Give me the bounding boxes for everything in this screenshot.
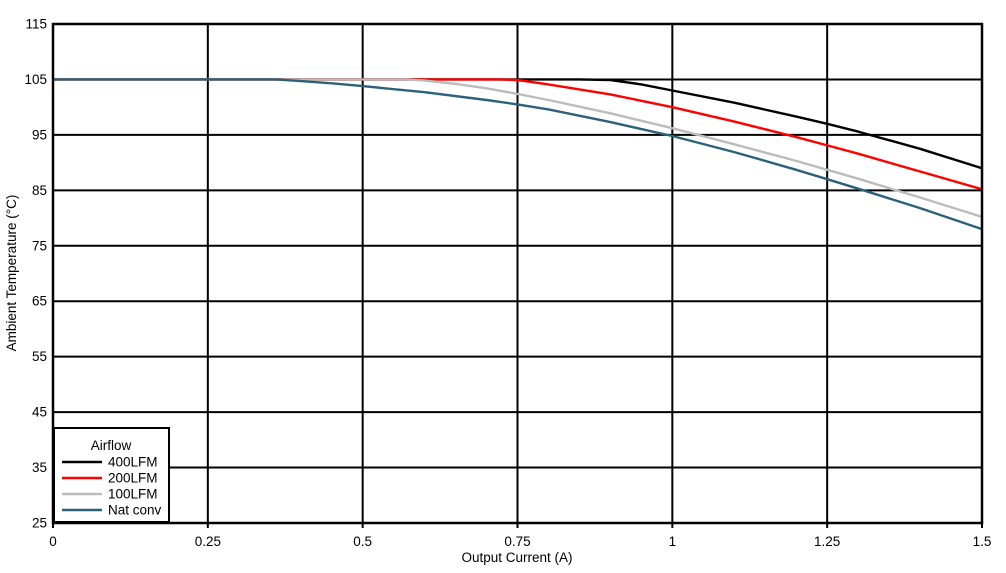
y-axis-title: Ambient Temperature (°C) bbox=[4, 195, 19, 352]
legend-title: Airflow bbox=[91, 438, 132, 453]
series-line-nat-conv bbox=[53, 78, 982, 231]
x-axis-tick-labels: 0 0.25 0.5 0.75 1 1.25 1.5 bbox=[49, 534, 991, 549]
y-tick-label: 35 bbox=[32, 460, 47, 475]
y-tick-label: 45 bbox=[32, 405, 47, 420]
y-tick-label: 25 bbox=[32, 516, 47, 531]
data-series bbox=[53, 78, 982, 231]
y-tick-label: 75 bbox=[32, 238, 47, 253]
y-tick-label: 105 bbox=[24, 72, 47, 87]
x-tick-label: 0.5 bbox=[353, 534, 372, 549]
axis-ticks bbox=[52, 523, 983, 528]
y-tick-label: 115 bbox=[25, 17, 47, 32]
legend-label: 200LFM bbox=[108, 471, 158, 486]
x-tick-label: 1.5 bbox=[973, 534, 992, 549]
x-tick-label: 1.25 bbox=[814, 534, 840, 549]
gridlines bbox=[52, 23, 983, 524]
x-tick-label: 0.75 bbox=[504, 534, 530, 549]
legend-label: 400LFM bbox=[108, 455, 158, 470]
y-axis-tick-labels: 115 105 95 85 75 65 55 45 35 25 bbox=[24, 17, 47, 531]
x-tick-label: 0.25 bbox=[195, 534, 221, 549]
x-tick-label: 1 bbox=[669, 534, 677, 549]
legend-label: 100LFM bbox=[108, 487, 158, 502]
series-line-100lfm bbox=[53, 78, 982, 219]
y-tick-label: 65 bbox=[32, 294, 47, 309]
y-tick-label: 85 bbox=[32, 183, 47, 198]
legend-box bbox=[53, 427, 170, 523]
series-line-400lfm bbox=[53, 78, 982, 170]
x-tick-label: 0 bbox=[49, 534, 57, 549]
y-tick-label: 55 bbox=[32, 349, 47, 364]
series-line-200lfm bbox=[53, 78, 982, 191]
y-tick-label: 95 bbox=[32, 127, 47, 142]
x-axis-title: Output Current (A) bbox=[461, 550, 572, 565]
legend-label: Nat conv bbox=[108, 503, 162, 518]
